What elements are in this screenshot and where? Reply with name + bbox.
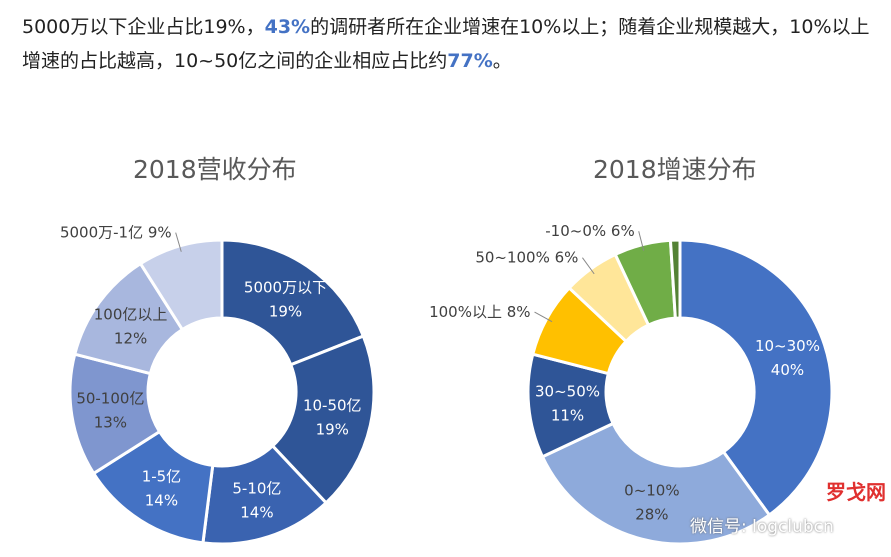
chart-title-revenue: 2018营收分布 — [133, 155, 297, 184]
data-label-value: 28% — [635, 505, 668, 523]
data-label-category: 10~30% — [755, 337, 820, 355]
intro-text: 。 — [492, 50, 512, 72]
data-label-category: 50-100亿 — [76, 390, 144, 408]
data-label-value: 11% — [551, 407, 584, 425]
data-label-value: 13% — [94, 414, 127, 432]
data-label-category: 30~50% — [535, 383, 600, 401]
leader-line — [534, 311, 553, 323]
highlight-43: 43% — [264, 16, 311, 38]
leader-line — [582, 257, 595, 275]
donut-slice — [270, 334, 376, 505]
leader-line — [175, 232, 182, 252]
data-label-value: 40% — [771, 361, 804, 379]
data-label: 50~100% 6% — [475, 249, 578, 267]
donut-slice — [220, 238, 366, 367]
data-label-value: 19% — [269, 303, 302, 321]
data-label-category: 5-10亿 — [232, 479, 281, 497]
watermark-text: 微信号: logclubcn — [690, 517, 834, 537]
data-label: -10~0% 6% — [545, 222, 634, 240]
donut-slice — [668, 238, 682, 320]
data-label-value: 14% — [240, 503, 273, 521]
intro-text: 5000万以下企业占比19%， — [22, 16, 265, 38]
data-label: 5000万-1亿 9% — [60, 224, 172, 242]
highlight-77: 77% — [447, 50, 493, 72]
donut-slice — [138, 238, 224, 332]
data-label-value: 12% — [114, 330, 147, 348]
data-label: 100%以上 8% — [429, 303, 530, 321]
data-label-category: 100亿以上 — [94, 306, 168, 324]
donut-slice — [678, 238, 834, 518]
data-label-category: 1-5亿 — [142, 467, 182, 485]
donut-slice — [540, 421, 772, 546]
watermark-brand: 罗戈网 — [826, 480, 886, 504]
data-label-category: 5000万以下 — [244, 279, 327, 297]
intro-text: 的调研者所在企业增速在10%以上；随着企业规模越大，10%以上增速的占比越高，1… — [22, 16, 870, 72]
intro-paragraph: 5000万以下企业占比19%，43%的调研者所在企业增速在10%以上；随着企业规… — [22, 10, 882, 78]
data-label-value: 19% — [316, 421, 349, 439]
leader-line — [638, 231, 645, 251]
chart-title-growth: 2018增速分布 — [593, 155, 757, 184]
data-label-category: 10-50亿 — [303, 397, 362, 415]
data-label-category: 0~10% — [624, 481, 679, 499]
data-label-value: 14% — [145, 491, 178, 509]
